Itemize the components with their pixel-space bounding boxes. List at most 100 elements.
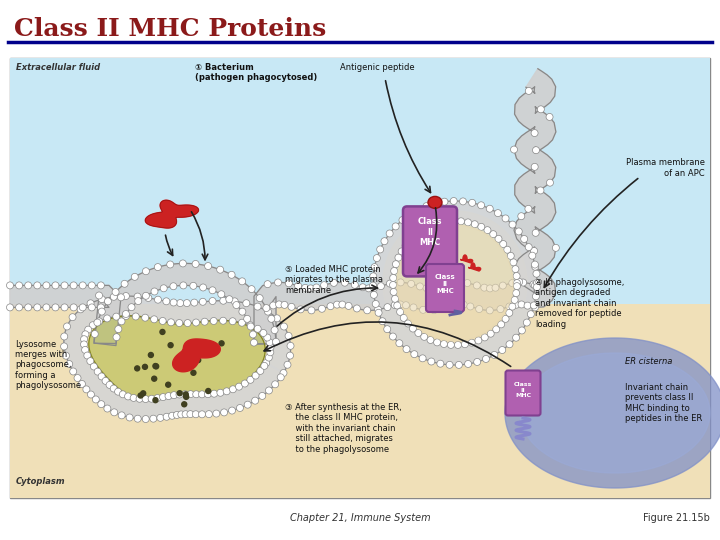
Circle shape [509,303,516,310]
Circle shape [530,281,537,288]
Circle shape [398,248,405,255]
Circle shape [403,346,410,353]
Circle shape [506,309,513,316]
Circle shape [187,410,194,417]
Circle shape [130,394,137,401]
Circle shape [546,179,554,186]
Circle shape [182,411,189,417]
Circle shape [217,291,225,298]
Circle shape [327,303,334,310]
Text: Chapter 21, Immune System: Chapter 21, Immune System [289,513,431,523]
Circle shape [274,315,281,322]
Circle shape [184,392,188,397]
Polygon shape [64,296,291,419]
Circle shape [210,318,217,325]
Circle shape [518,213,525,220]
Circle shape [497,306,504,313]
Circle shape [184,394,189,400]
Circle shape [24,304,32,311]
Circle shape [487,285,493,292]
Circle shape [412,232,419,239]
Circle shape [318,305,325,312]
Polygon shape [10,264,539,346]
Circle shape [151,288,158,295]
Circle shape [52,282,59,289]
Circle shape [34,282,41,289]
Circle shape [281,323,287,330]
FancyBboxPatch shape [505,370,541,415]
Circle shape [78,381,86,387]
Circle shape [235,383,243,390]
Circle shape [307,285,314,292]
Circle shape [199,391,205,398]
Circle shape [89,304,95,311]
Circle shape [423,285,430,292]
Circle shape [128,303,135,310]
Circle shape [220,297,227,304]
Circle shape [60,333,68,340]
Circle shape [271,381,279,388]
Circle shape [94,368,102,375]
Circle shape [418,228,424,235]
Polygon shape [514,69,556,307]
Text: Antigenic peptide: Antigenic peptide [340,63,415,72]
Circle shape [66,361,73,368]
Circle shape [228,407,235,414]
Circle shape [16,304,22,311]
Text: Class
II
MHC: Class II MHC [418,218,442,247]
Circle shape [390,281,397,288]
Circle shape [410,325,416,332]
Circle shape [513,282,521,289]
Text: Lysosome
merges with
phagocsome,
forming a
phagolysosome: Lysosome merges with phagocsome, forming… [15,340,81,390]
Circle shape [87,300,94,307]
Circle shape [359,284,366,291]
Circle shape [371,264,378,271]
Circle shape [143,268,150,275]
Circle shape [94,319,101,326]
Circle shape [339,301,346,308]
Circle shape [526,87,532,94]
Circle shape [375,309,382,316]
Polygon shape [428,257,441,265]
Circle shape [370,273,377,280]
Circle shape [52,304,59,311]
Circle shape [285,280,292,287]
Circle shape [102,377,109,384]
Circle shape [518,301,525,308]
Circle shape [252,397,258,404]
Circle shape [469,199,476,206]
Circle shape [142,395,149,402]
Circle shape [265,354,272,361]
Circle shape [110,293,117,300]
Circle shape [495,235,502,242]
Circle shape [254,303,261,310]
Circle shape [247,322,254,329]
Circle shape [161,285,167,292]
Circle shape [154,395,161,402]
Circle shape [510,259,517,266]
Circle shape [97,282,104,289]
Circle shape [500,282,506,289]
Circle shape [423,202,430,210]
Circle shape [447,341,454,348]
Circle shape [420,306,426,313]
Circle shape [467,303,474,310]
FancyBboxPatch shape [403,206,457,276]
Text: Cytoplasm: Cytoplasm [16,477,66,486]
Circle shape [209,287,216,294]
Circle shape [264,308,271,315]
Text: Figure 21.15b: Figure 21.15b [643,513,710,523]
Circle shape [155,296,161,303]
Circle shape [534,279,541,286]
Circle shape [154,264,161,271]
Circle shape [271,327,278,334]
Polygon shape [145,200,199,228]
Circle shape [98,373,105,380]
Circle shape [243,315,251,322]
Circle shape [386,230,393,237]
Circle shape [126,414,133,421]
Circle shape [96,292,102,299]
Polygon shape [460,255,472,263]
Circle shape [444,218,451,225]
Circle shape [191,370,196,375]
